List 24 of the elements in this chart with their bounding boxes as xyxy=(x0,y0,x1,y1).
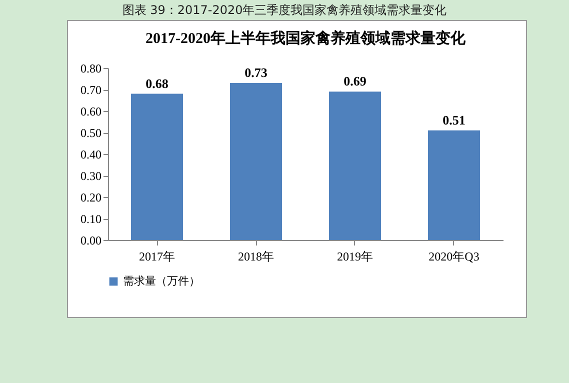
legend-label: 需求量（万件） xyxy=(123,274,200,288)
bar xyxy=(131,94,184,240)
chart-title: 2017-2020年上半年我国家禽养殖领域需求量变化 xyxy=(146,29,466,47)
data-label: 0.73 xyxy=(244,65,268,80)
bar xyxy=(329,92,381,240)
y-tick-label: 0.70 xyxy=(80,83,102,97)
y-tick-label: 0.50 xyxy=(80,126,102,140)
y-tick-label: 0.20 xyxy=(80,190,102,204)
bar xyxy=(230,83,282,240)
y-tick-label: 0.10 xyxy=(80,212,102,226)
x-tick-label: 2017年 xyxy=(139,250,176,264)
x-tick-label: 2020年Q3 xyxy=(428,250,480,264)
data-label: 0.69 xyxy=(344,74,367,89)
text: 图表 39：2017-2020年三季度我国家禽养殖领域需求量变化 xyxy=(121,2,448,19)
data-label: 0.51 xyxy=(442,112,466,128)
bar xyxy=(428,130,480,240)
y-tick-label: 0.80 xyxy=(80,62,102,76)
data-label: 0.68 xyxy=(146,76,169,91)
x-tick-label: 2019年 xyxy=(337,250,373,264)
y-tick-label: 0.40 xyxy=(80,148,102,162)
y-tick-label: 0.00 xyxy=(80,234,102,248)
y-tick-label: 0.30 xyxy=(80,169,102,183)
y-tick-label: 0.60 xyxy=(80,104,102,118)
x-tick-label: 2018年 xyxy=(238,250,274,264)
